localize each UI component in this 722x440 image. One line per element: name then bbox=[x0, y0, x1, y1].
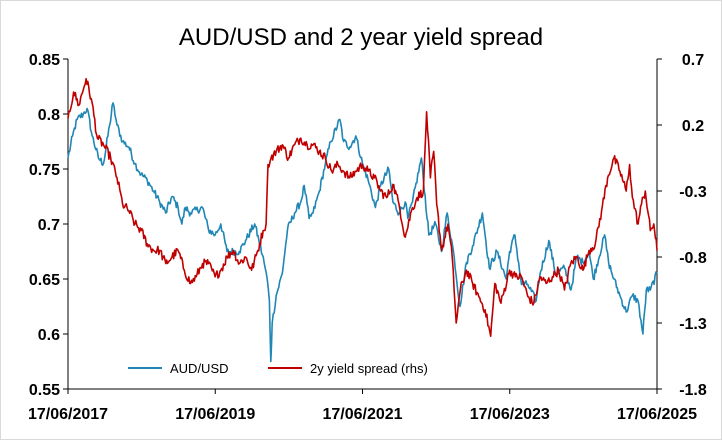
x-tick-label-1: 17/06/2019 bbox=[175, 406, 255, 423]
right-tick-label-5: 0.7 bbox=[682, 52, 704, 69]
left-tick-label-4: 0.75 bbox=[29, 162, 60, 179]
x-tick-label-3: 17/06/2023 bbox=[470, 406, 550, 423]
right-tick-label-3: -0.3 bbox=[679, 184, 707, 201]
left-tick-label-1: 0.6 bbox=[38, 327, 60, 344]
left-tick-label-3: 0.7 bbox=[38, 217, 60, 234]
right-tick-label-4: 0.2 bbox=[682, 118, 704, 135]
x-tick-label-2: 17/06/2021 bbox=[322, 406, 402, 423]
left-tick-label-5: 0.8 bbox=[38, 107, 60, 124]
chart-title: AUD/USD and 2 year yield spread bbox=[179, 24, 543, 51]
x-tick-label-4: 17/06/2025 bbox=[617, 406, 697, 423]
left-tick-label-6: 0.85 bbox=[29, 52, 60, 69]
right-tick-label-0: -1.8 bbox=[679, 382, 707, 399]
x-ticks: 17/06/2017 17/06/2019 17/06/2021 17/06/2023… bbox=[28, 389, 697, 423]
legend-label-yield-spread: 2y yield spread (rhs) bbox=[310, 361, 428, 376]
legend-label-audusd: AUD/USD bbox=[170, 361, 229, 376]
left-tick-label-0: 0.55 bbox=[29, 382, 60, 399]
series-line-yield-spread bbox=[67, 78, 658, 337]
x-tick-label-0: 17/06/2017 bbox=[28, 406, 108, 423]
right-tick-label-1: -1.3 bbox=[679, 316, 707, 333]
right-tick-label-2: -0.8 bbox=[679, 250, 707, 267]
left-tick-label-2: 0.65 bbox=[29, 272, 60, 289]
legend: AUD/USD 2y yield spread (rhs) bbox=[128, 361, 428, 376]
series-layer bbox=[67, 78, 658, 363]
series-line-audusd bbox=[67, 102, 658, 363]
right-y-ticks: -1.8 -1.3 -0.8 -0.3 0.2 0.7 bbox=[657, 52, 707, 399]
left-y-ticks: 0.55 0.6 0.65 0.7 0.75 0.8 0.85 bbox=[29, 52, 68, 399]
